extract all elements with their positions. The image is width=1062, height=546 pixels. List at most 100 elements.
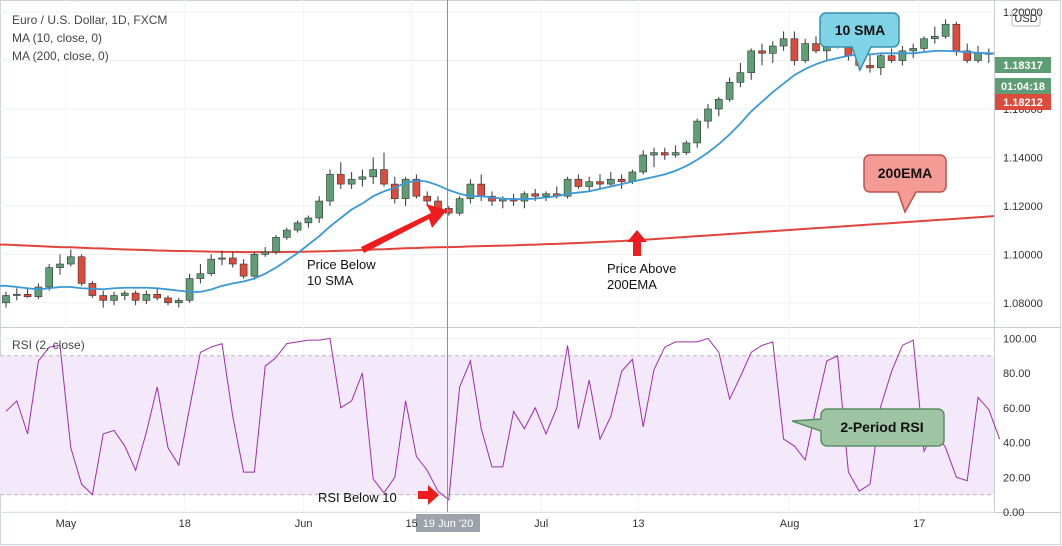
candle-body bbox=[229, 257, 237, 265]
rsi-series bbox=[5, 337, 1001, 501]
candle-body bbox=[77, 256, 86, 284]
candle bbox=[768, 41, 777, 63]
candle-body bbox=[56, 263, 64, 268]
candle bbox=[315, 196, 324, 223]
candle bbox=[682, 140, 691, 156]
candle bbox=[758, 43, 766, 66]
candle bbox=[779, 31, 788, 51]
candle bbox=[563, 176, 572, 199]
candle bbox=[671, 145, 680, 158]
candle bbox=[617, 174, 626, 189]
candle bbox=[909, 43, 918, 59]
candle-body bbox=[401, 178, 410, 199]
time-tick-label: 17 bbox=[913, 518, 925, 530]
candle bbox=[196, 264, 205, 284]
sma10-line bbox=[0, 49, 994, 293]
candle bbox=[2, 291, 10, 308]
rsi-tick-label: 20.00 bbox=[1003, 472, 1031, 484]
candle-body bbox=[175, 300, 183, 304]
candle bbox=[423, 191, 432, 206]
candle-body bbox=[185, 278, 194, 301]
candle bbox=[304, 215, 313, 228]
candle-body bbox=[2, 295, 10, 304]
price-tag-box bbox=[995, 94, 1051, 110]
time-axis[interactable]: May 18 Jun 15 Jul 13 Aug 17 bbox=[56, 518, 926, 530]
candle bbox=[596, 174, 604, 189]
candle bbox=[898, 46, 907, 66]
candle bbox=[380, 152, 388, 187]
rsi-tick-label: 100.00 bbox=[1003, 333, 1037, 345]
candle-body bbox=[315, 200, 324, 219]
candle-body bbox=[196, 273, 205, 279]
candle bbox=[153, 288, 161, 301]
candle-body bbox=[887, 55, 896, 61]
price-tick-label: 1.20000 bbox=[1003, 7, 1043, 19]
candle bbox=[887, 48, 896, 63]
candle-body bbox=[390, 183, 399, 199]
candle-body bbox=[282, 229, 291, 238]
candle bbox=[293, 220, 302, 233]
candle-body bbox=[660, 152, 669, 156]
candle-body bbox=[574, 178, 583, 187]
candle-body bbox=[779, 38, 788, 47]
candle-body bbox=[153, 293, 161, 299]
candle bbox=[390, 176, 399, 204]
candle-body bbox=[347, 178, 356, 185]
candle bbox=[639, 150, 648, 175]
candle bbox=[747, 48, 756, 80]
currency-badge[interactable] bbox=[1011, 9, 1041, 27]
rsi-tick-label: 0.00 bbox=[1003, 507, 1024, 519]
candle-body bbox=[250, 254, 259, 277]
candle-body bbox=[110, 295, 118, 301]
price-tick-label: 1.08000 bbox=[1003, 298, 1043, 310]
candle-body bbox=[34, 286, 43, 298]
candle bbox=[218, 250, 226, 266]
callout-sma-label: 10 SMA bbox=[835, 22, 886, 38]
candle bbox=[326, 169, 334, 206]
candle-body bbox=[261, 251, 270, 255]
candle-body bbox=[207, 258, 215, 275]
candle bbox=[121, 290, 129, 301]
price-tag-box bbox=[995, 78, 1051, 94]
sma10-series bbox=[0, 49, 994, 293]
candle bbox=[455, 196, 464, 216]
candle-body bbox=[520, 193, 529, 202]
candle-body bbox=[336, 174, 345, 185]
candle-body bbox=[963, 50, 972, 61]
candle bbox=[239, 259, 248, 279]
candle-body bbox=[239, 263, 248, 277]
rsi-below-arrow bbox=[418, 485, 439, 505]
price-tick-label: 1.14000 bbox=[1003, 152, 1043, 164]
candle-body bbox=[23, 293, 32, 298]
candle-body bbox=[455, 198, 464, 214]
candle bbox=[812, 36, 820, 54]
candle-body bbox=[99, 295, 107, 301]
candle-body bbox=[585, 181, 594, 187]
price-tag-label: 1.18317 bbox=[1003, 60, 1043, 72]
candle-body bbox=[542, 193, 550, 197]
candle-body bbox=[714, 99, 723, 110]
candle-body bbox=[326, 174, 334, 202]
candle bbox=[930, 26, 939, 44]
candle bbox=[736, 62, 745, 88]
crosshair-date-box bbox=[416, 514, 480, 532]
candle bbox=[714, 96, 723, 117]
price-tick-label: 1.10000 bbox=[1003, 249, 1043, 261]
ema200-line bbox=[0, 215, 995, 254]
candle bbox=[585, 176, 594, 192]
candle-body bbox=[866, 65, 874, 69]
candle bbox=[13, 288, 21, 301]
candle-body bbox=[477, 183, 486, 197]
candle bbox=[110, 291, 118, 306]
candle bbox=[920, 36, 928, 51]
candle bbox=[650, 147, 658, 168]
candle-body bbox=[639, 154, 648, 173]
candle bbox=[34, 283, 43, 300]
candle bbox=[45, 264, 54, 291]
time-tick-label: Jul bbox=[534, 518, 548, 530]
candle-body bbox=[272, 237, 280, 253]
candle bbox=[466, 179, 475, 204]
time-tick-label: 13 bbox=[632, 518, 644, 530]
candle-body bbox=[563, 178, 572, 197]
